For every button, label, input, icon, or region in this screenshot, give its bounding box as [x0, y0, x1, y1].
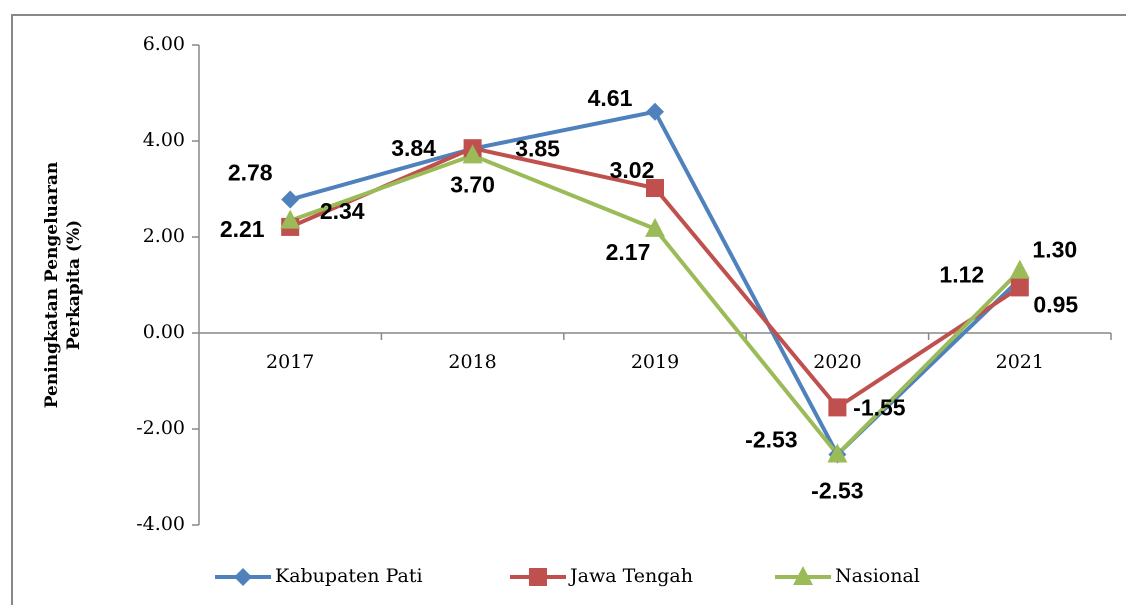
series-line	[289, 109, 1022, 458]
x-tick-label: 2021	[996, 351, 1044, 373]
data-label: -2.53	[745, 427, 797, 453]
series-line	[289, 153, 1022, 458]
x-tick-label: 2019	[631, 351, 679, 373]
legend-label: Kabupaten Pati	[275, 565, 423, 587]
legend-label: Nasional	[835, 565, 920, 587]
y-axis-label-line: Perkapita (%)	[64, 220, 84, 350]
data-point	[281, 190, 300, 209]
data-point	[645, 217, 665, 237]
data-label: 4.61	[588, 85, 633, 111]
data-label: 2.17	[606, 239, 651, 265]
chart-frame	[11, 14, 1126, 605]
y-axis-label-line: Peningkatan Pengeluaran	[42, 162, 62, 409]
data-label: 1.12	[939, 261, 984, 287]
x-tick-label: 2017	[266, 351, 314, 373]
x-tick-label: 2020	[813, 351, 861, 373]
data-point	[646, 102, 664, 121]
data-label: 2.34	[320, 198, 365, 224]
data-point	[1009, 259, 1030, 279]
data-label: 0.95	[1033, 291, 1078, 317]
legend-label: Jawa Tengah	[568, 565, 693, 587]
data-point	[462, 144, 483, 164]
legend-marker	[529, 568, 547, 586]
data-label: 3.85	[515, 135, 560, 161]
y-tick-label: 0.00	[143, 321, 185, 343]
data-label: 3.02	[610, 157, 655, 183]
data-point	[827, 443, 848, 463]
y-tick-label: -2.00	[136, 417, 185, 439]
data-point	[1010, 278, 1029, 297]
data-point	[280, 209, 301, 229]
y-axis-label: Peningkatan Pengeluaran Perkapita (%)	[42, 162, 84, 409]
legend-marker	[793, 566, 813, 585]
data-label: 3.70	[450, 171, 495, 197]
data-label: -1.55	[853, 394, 906, 420]
y-tick-label: 2.00	[143, 225, 185, 247]
data-label: 2.78	[228, 160, 273, 186]
data-label: -2.53	[811, 478, 863, 504]
data-point	[828, 398, 847, 417]
x-tick-label: 2018	[448, 351, 496, 373]
y-tick-label: 6.00	[143, 33, 185, 55]
data-label: 2.21	[220, 216, 265, 242]
data-label: 1.30	[1032, 237, 1077, 263]
y-tick-label: -4.00	[136, 513, 185, 535]
data-point	[646, 179, 664, 198]
data-label: 3.84	[391, 135, 436, 161]
legend-marker	[234, 568, 252, 586]
y-tick-label: 4.00	[143, 129, 185, 151]
